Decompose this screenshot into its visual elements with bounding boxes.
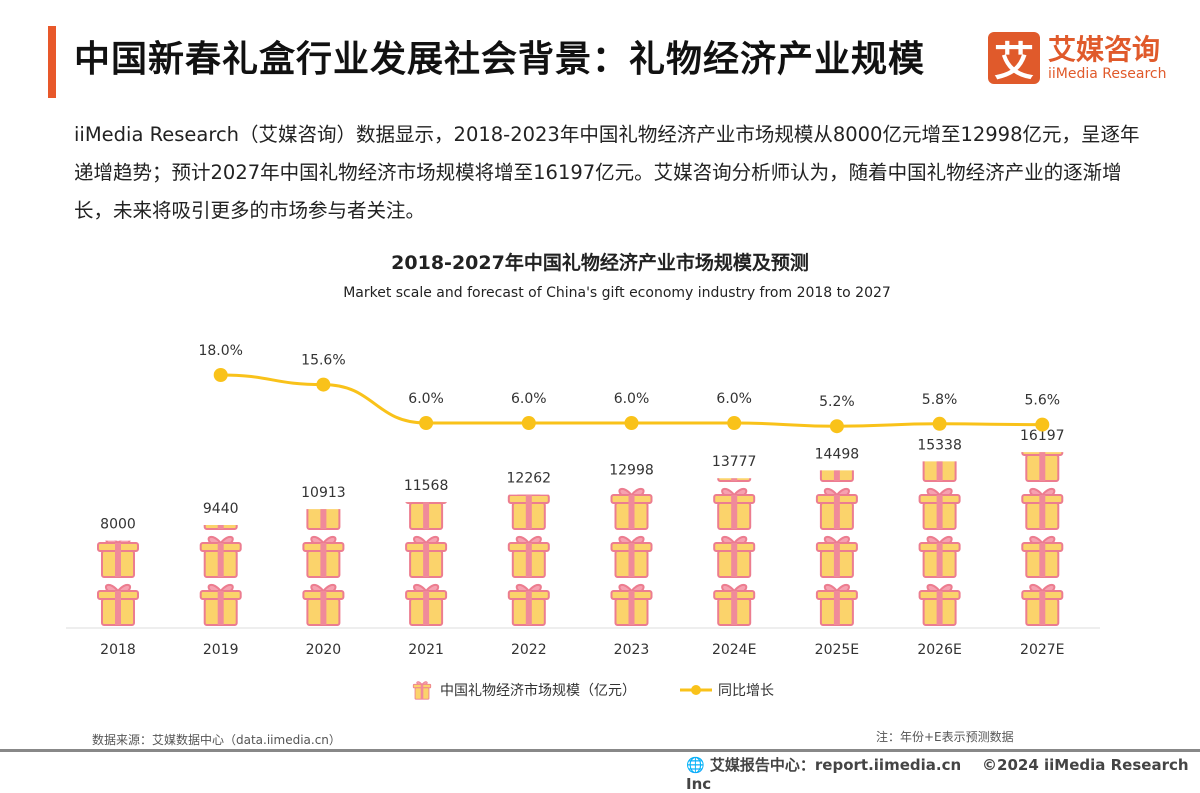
data-source: 数据来源：艾媒数据中心（data.iimedia.cn） [92, 733, 341, 747]
growth-label: 5.8% [922, 392, 958, 408]
description: iiMedia Research（艾媒咨询）数据显示，2018-2023年中国礼… [74, 123, 1140, 222]
gift-icon [97, 583, 139, 626]
x-tick-label: 2024E [712, 642, 756, 658]
x-tick-label: 2026E [917, 642, 961, 658]
gift-icon [405, 535, 448, 578]
gift-bar-2025E [815, 470, 858, 626]
growth-point [624, 416, 639, 430]
gift-icon [199, 535, 242, 578]
growth-label: 15.6% [301, 353, 345, 369]
growth-label: 5.6% [1025, 393, 1061, 409]
bar-value-label: 10913 [301, 485, 346, 501]
growth-label: 18.0% [198, 343, 242, 359]
gift-icon [1021, 535, 1064, 578]
growth-point [521, 416, 536, 430]
gift-icon [610, 535, 653, 578]
gift-icon [507, 535, 550, 578]
gift-icon [507, 583, 550, 626]
title-accent-bar [48, 26, 56, 98]
gift-icon [1021, 487, 1064, 530]
growth-label: 5.2% [819, 394, 855, 410]
gift-icon [815, 487, 858, 530]
globe-icon: 🌐 [686, 756, 710, 774]
gift-bar-2022 [507, 494, 550, 626]
gift-icon [610, 583, 653, 626]
growth-label: 6.0% [408, 391, 444, 407]
growth-point [316, 377, 331, 392]
x-tick-label: 2021 [408, 642, 444, 658]
bar-value-label: 8000 [100, 517, 136, 533]
gift-icon [405, 583, 448, 626]
x-tick-label: 2018 [100, 642, 136, 658]
x-tick-label: 2019 [203, 642, 239, 658]
gift-icon [97, 540, 139, 578]
gift-icon [199, 583, 242, 626]
growth-label: 6.0% [716, 391, 752, 407]
x-tick-label: 2022 [511, 642, 547, 658]
gift-icon [713, 583, 756, 626]
legend-line-marker [691, 685, 701, 695]
gift-icon [918, 487, 961, 530]
gift-icon [713, 487, 756, 530]
growth-point [932, 416, 947, 431]
x-tick-label: 2025E [815, 642, 859, 658]
gift-icon [918, 583, 961, 626]
gift-icon [713, 535, 756, 578]
page-title: 中国新春礼盒行业发展社会背景：礼物经济产业规模 [74, 39, 926, 80]
footer-site: 🌐 艾媒报告中心：report.iimedia.cn ©2024 iiMedia… [686, 754, 1200, 793]
iimedia-logo: 艾 艾媒咨询 iiMedia Research [988, 32, 1167, 85]
gift-icon [302, 535, 345, 578]
gift-bar-2021 [405, 502, 448, 626]
gift-icon [1021, 583, 1064, 626]
growth-point [419, 416, 434, 430]
gift-bar-2020 [302, 509, 345, 626]
gift-bar-2023 [610, 487, 653, 626]
bar-value-label: 9440 [203, 501, 239, 517]
growth-label: 6.0% [511, 391, 547, 407]
chart-subtitle: Market scale and forecast of China's gif… [343, 285, 891, 301]
growth-point [1035, 417, 1050, 432]
logo-mark: 艾 [988, 32, 1040, 85]
gift-bar-2018 [97, 540, 139, 626]
gift-icon [815, 583, 858, 626]
x-tick-label: 2020 [306, 642, 342, 658]
logo-en: iiMedia Research [1048, 66, 1167, 82]
x-tick-label: 2027E [1020, 642, 1064, 658]
gift-icon [815, 535, 858, 578]
gift-icon [302, 583, 345, 626]
gift-icon [610, 487, 653, 530]
footer-divider [0, 749, 1200, 752]
logo-cn: 艾媒咨询 [1048, 33, 1161, 66]
legend-label-market-scale: 中国礼物经济市场规模（亿元） [440, 682, 636, 699]
bar-value-label: 16197 [1020, 428, 1065, 444]
bar-value-label: 13777 [712, 454, 757, 470]
bar-value-label: 15338 [917, 437, 962, 453]
gift-icon [405, 502, 448, 530]
legend: 中国礼物经济市场规模（亿元） 同比增长 [412, 681, 774, 700]
forecast-note: 注：年份+E表示预测数据 [876, 730, 1014, 744]
bar-value-label: 12998 [609, 463, 654, 479]
bar-value-label: 11568 [404, 478, 449, 494]
chart-title: 2018-2027年中国礼物经济产业市场规模及预测 [391, 252, 809, 274]
gift-icon [1021, 452, 1064, 482]
growth-point [213, 368, 228, 382]
bar-value-label: 12262 [507, 471, 552, 487]
gift-icon [507, 494, 550, 530]
gift-bar-2027E [1021, 452, 1064, 626]
growth-label: 6.0% [614, 391, 650, 407]
legend-label-growth: 同比增长 [718, 683, 774, 699]
growth-point [727, 416, 742, 430]
bar-value-label: 14498 [815, 446, 860, 462]
growth-point [829, 419, 844, 434]
footer-site-text: 艾媒报告中心：report.iimedia.cn [709, 756, 962, 774]
gift-bar-2026E [918, 461, 961, 626]
x-tick-label: 2023 [614, 642, 650, 658]
gift-icon [918, 535, 961, 578]
legend-gift-icon [412, 681, 432, 700]
